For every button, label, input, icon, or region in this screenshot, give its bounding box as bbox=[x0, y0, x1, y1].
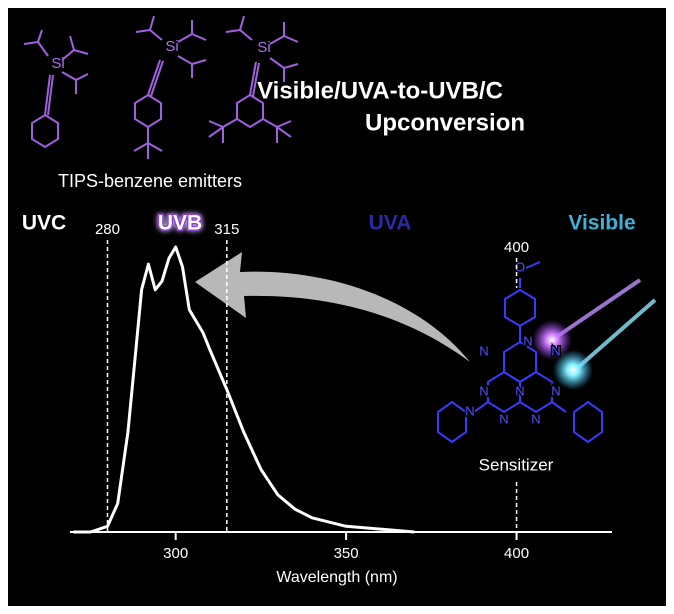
atom-label: N bbox=[479, 343, 488, 358]
atom-label: N bbox=[499, 411, 508, 426]
sensitizer-label: Sensitizer bbox=[479, 455, 554, 474]
atom-label: Si bbox=[165, 38, 178, 55]
atom-label: N bbox=[479, 383, 488, 398]
atom-label: N bbox=[465, 403, 474, 418]
atom-label: N bbox=[551, 383, 560, 398]
spectrum-line bbox=[73, 245, 415, 534]
region-label: Visible bbox=[568, 212, 635, 235]
x-tick-label: 350 bbox=[334, 545, 359, 562]
atom-label: N bbox=[515, 383, 524, 398]
atom-label: N bbox=[551, 343, 560, 358]
atom-label: N bbox=[523, 333, 532, 348]
marker-label: 400 bbox=[504, 239, 529, 256]
sensitizer-structure bbox=[437, 261, 603, 444]
atom-label: Si bbox=[51, 55, 64, 72]
title: Visible/UVA-to-UVB/C bbox=[257, 77, 503, 104]
x-tick-label: 300 bbox=[163, 545, 188, 562]
atom-label: O bbox=[515, 259, 525, 274]
light-beams bbox=[532, 278, 657, 390]
marker-label: 315 bbox=[214, 221, 239, 238]
x-tick-label: 400 bbox=[504, 545, 529, 562]
emitter-label: TIPS-benzene emitters bbox=[58, 171, 242, 191]
region-label: UVB bbox=[158, 212, 202, 235]
emitter-structures bbox=[23, 15, 299, 159]
region-label: UVC bbox=[22, 212, 66, 235]
marker-label: 280 bbox=[95, 221, 120, 238]
atom-label: N bbox=[531, 411, 540, 426]
region-label: UVA bbox=[369, 212, 412, 235]
x-axis-label: Wavelength (nm) bbox=[276, 569, 397, 586]
arrow bbox=[195, 252, 470, 362]
atom-label: Si bbox=[257, 39, 270, 56]
subtitle: Upconversion bbox=[365, 109, 525, 136]
